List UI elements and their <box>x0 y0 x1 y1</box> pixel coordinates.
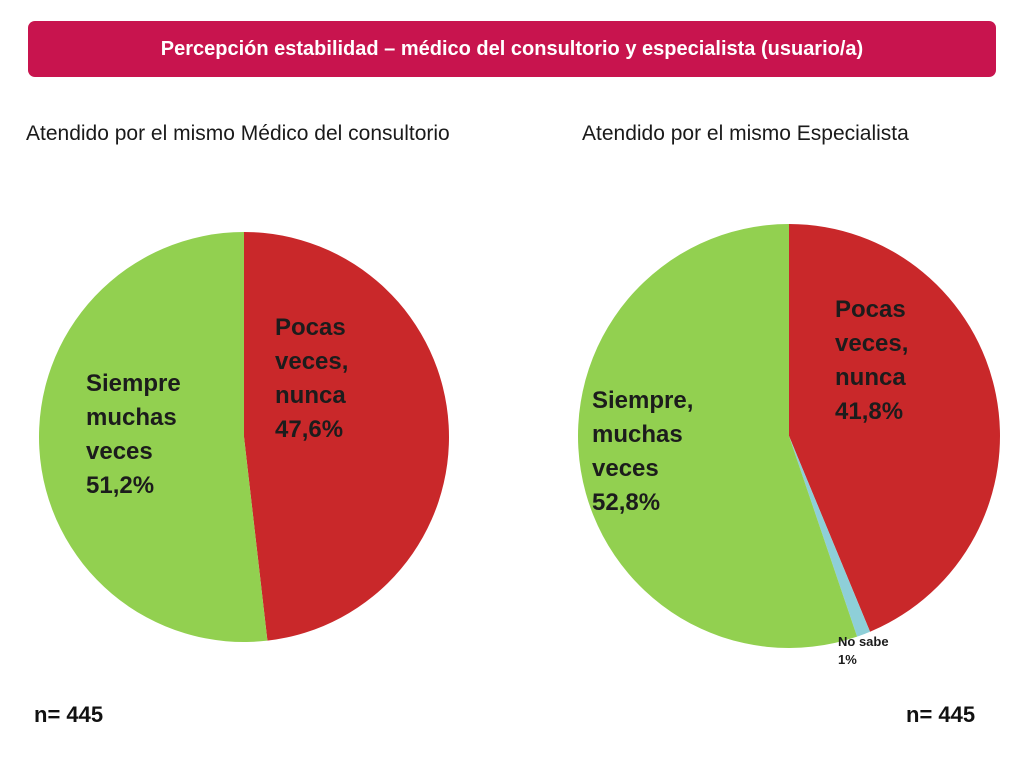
chart-title-right: Atendido por el mismo Especialista <box>582 122 909 145</box>
pie-especialista-slice-2 <box>578 224 858 648</box>
title-banner: Percepción estabilidad – médico del cons… <box>28 21 996 77</box>
pie-especialista-slice-1 <box>789 436 871 637</box>
slice-label-no-sabe: No sabe 1% <box>838 634 889 667</box>
sample-size-left: n= 445 <box>34 702 104 727</box>
sample-size-right: n= 445 <box>906 702 976 727</box>
chart-title-left: Atendido por el mismo Médico del consult… <box>26 122 450 145</box>
pie-chart-especialista <box>578 224 1000 648</box>
slice-label-pocas-veces-left: Pocas veces, nunca 47,6% <box>275 314 349 443</box>
slice-label-siempre-left: Siempre muchas veces 51,2% <box>86 370 181 499</box>
pie-especialista-slice-0 <box>789 224 1000 632</box>
pie-medico-slice-0 <box>244 232 450 641</box>
pie-chart-medico <box>39 232 450 642</box>
page-title: Percepción estabilidad – médico del cons… <box>160 37 864 60</box>
slice-label-pocas-veces-right: Pocas veces, nunca 41,8% <box>835 296 909 425</box>
slice-label-siempre-right: Siempre, muchas veces 52,8% <box>592 387 694 516</box>
pie-medico-slice-1 <box>39 232 268 642</box>
